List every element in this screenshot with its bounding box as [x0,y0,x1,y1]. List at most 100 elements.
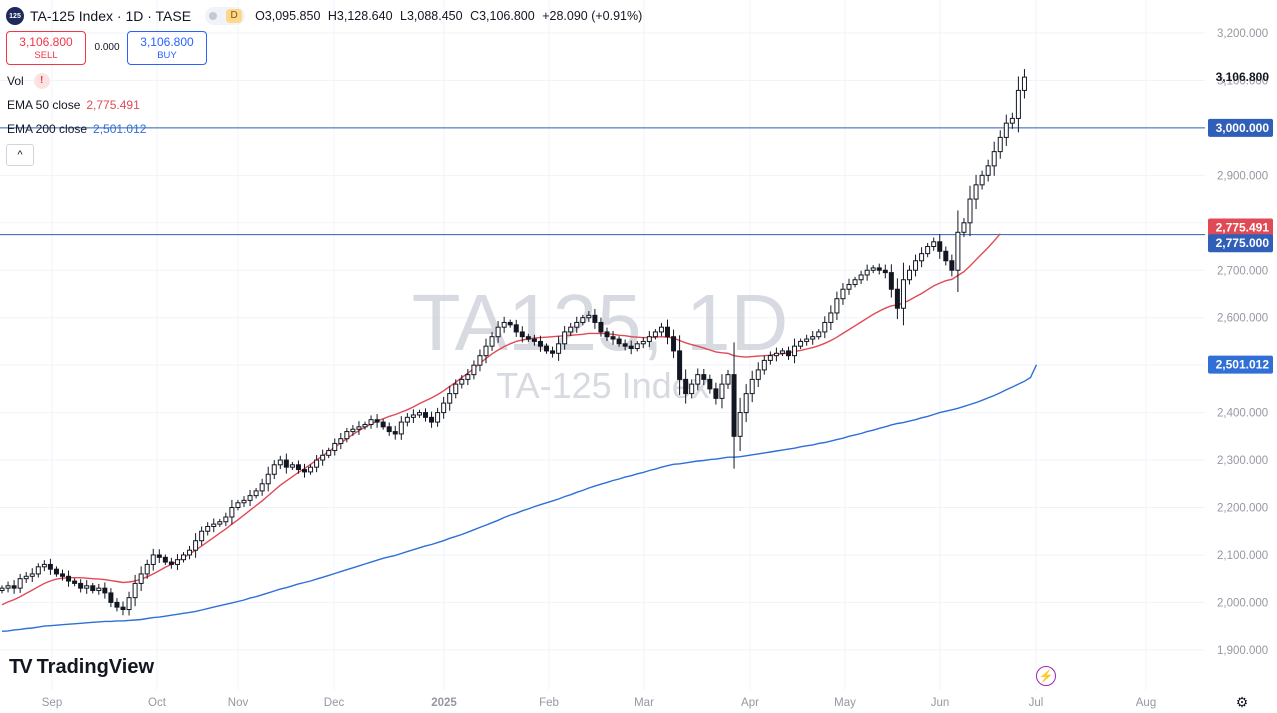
x-tick-label: Jul [1029,697,1044,709]
open-value: O3,095.850 [255,9,321,23]
candle [17,573,23,593]
candle [834,291,840,321]
x-tick-label: Apr [741,697,759,709]
candle [949,254,955,277]
price-label-bg [1208,218,1273,237]
candle-body-down [380,421,386,428]
x-tick-label: Feb [539,697,559,709]
ema200-indicator[interactable]: EMA 200 close 2,501.012 [7,122,146,136]
candle [592,308,598,329]
candle-body-up [955,231,961,271]
candle [108,588,114,608]
y-tick-label: 2,600.000 [1217,313,1268,325]
warning-icon[interactable]: ! [33,73,50,89]
candle-body-up [973,184,979,200]
candle [156,549,162,564]
candle [344,428,350,443]
candle-body-up [308,466,314,473]
candle [888,264,894,298]
candles [0,69,1027,616]
ema50-price-label: 2,775.491 [1208,218,1273,237]
candle [235,499,241,511]
candle [646,330,652,348]
spread-value: 0.000 [94,42,120,53]
price-label-bg [1208,118,1273,137]
ema50-label: EMA 50 close [7,98,81,112]
candle [701,368,707,386]
x-tick-label: May [834,697,856,709]
lightning-icon[interactable]: ⚡ [1036,666,1056,686]
candle-body-down [622,343,628,347]
buy-price: 3,106.800 [140,35,194,49]
sell-label: SELL [34,50,58,61]
candle-body-up [356,426,362,430]
symbol-title[interactable]: TA-125 Index · 1D · TASE [30,8,192,24]
candle [416,409,422,418]
high-value: H3,128.640 [327,9,393,23]
candle [773,347,779,362]
candle-body-up [29,573,35,577]
candle [658,322,664,337]
candle [544,343,549,354]
tradingview-logo[interactable]: TV TradingView [9,656,154,679]
candle-body-up [271,464,277,475]
candle [822,316,828,339]
candle [429,411,435,428]
candle-body-up [259,483,265,492]
candle [900,262,906,326]
candle-body-down [114,601,120,608]
collapse-legend-button[interactable]: ^ [6,144,34,166]
buy-button[interactable]: 3,106.800 BUY [127,31,207,65]
candle [35,563,41,578]
candle-body-up [96,587,102,592]
candle [913,254,919,277]
x-tick-label: Sep [42,697,62,709]
ema-50-line [1,233,1001,606]
candle [187,545,193,560]
chevron-up-icon: ^ [17,149,23,161]
candle [205,522,211,536]
candle-body-up [447,393,453,404]
candle [894,278,900,320]
candle-body-up [816,331,822,338]
candle-body-up [404,416,410,423]
candle [495,321,501,343]
candle [453,379,459,399]
candle [640,337,646,349]
candle-body-up [737,412,743,437]
candle [283,453,289,474]
candle-body-down [168,561,174,565]
ema50-indicator[interactable]: EMA 50 close 2,775.491 [7,98,140,112]
candle [907,265,912,285]
candle-body-up [574,321,580,328]
candle-body-down [302,469,307,473]
candle-body-down [713,388,719,399]
candle-body-up [289,464,295,468]
candle-body-up [398,421,404,435]
candle-body-down [592,314,598,323]
brand-name: TradingView [36,656,155,678]
candle-body-up [761,359,767,371]
candle-body-down [283,459,289,468]
gear-icon[interactable]: ⚙ [1235,694,1249,710]
candle [5,581,11,593]
candle-body-up [253,490,259,497]
market-status-toggle[interactable]: D [205,7,246,25]
candle-body-up [810,336,816,340]
candle-body-down [78,582,84,589]
candle [846,278,852,295]
candle-body-up [193,540,199,551]
candle-body-down [876,267,882,271]
vol-indicator[interactable]: Vol ! [7,73,50,89]
candle [695,368,701,391]
candle [374,414,380,428]
candle-body-down [616,338,622,345]
candle [562,326,568,350]
candle [471,360,477,380]
candle [368,415,374,429]
status-dot-icon [209,12,218,20]
candle [519,326,525,343]
sell-button[interactable]: 3,106.800 SELL [6,31,86,65]
candle-body-up [743,393,749,414]
